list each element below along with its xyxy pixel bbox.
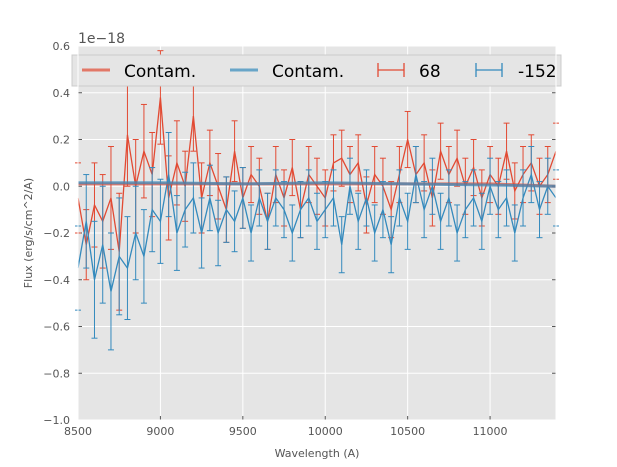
y-tick-label: −1.0 xyxy=(43,414,70,427)
legend-label-68: 68 xyxy=(419,62,441,82)
x-tick-label: 10000 xyxy=(308,425,343,438)
legend-label-minus-152: -152 xyxy=(518,62,557,82)
y-tick-label: −0.6 xyxy=(43,321,70,334)
x-tick-label: 9500 xyxy=(229,425,257,438)
y-tick-label: 0.6 xyxy=(53,40,71,53)
series-line xyxy=(77,172,557,292)
legend-label-contam-blue: Contam. xyxy=(272,62,344,82)
y-tick-label: 0.2 xyxy=(53,134,71,147)
contam-line xyxy=(78,181,557,188)
y-tick-label: 0.0 xyxy=(53,180,71,193)
x-tick-label: 8500 xyxy=(64,425,92,438)
x-axis-label: Wavelength (A) xyxy=(275,447,360,460)
legend-label-contam-red: Contam. xyxy=(124,62,196,82)
series-line xyxy=(77,97,557,252)
x-axis: 8500 9000 9500 10000 10500 11000 xyxy=(64,416,508,438)
legend-swatch-68 xyxy=(377,63,405,77)
x-tick-label: 10500 xyxy=(390,425,425,438)
y-tick-label: −0.4 xyxy=(43,274,70,287)
y-axis: −1.0 −0.8 −0.6 −0.4 −0.2 0.0 0.2 0.4 0.6 xyxy=(43,40,556,427)
plot-border xyxy=(77,45,557,421)
legend: Contam. Contam. 68 -152 xyxy=(71,54,562,87)
series-1 xyxy=(78,181,557,188)
y-tick-label: 0.4 xyxy=(53,87,71,100)
y-tick-label: −0.8 xyxy=(43,367,70,380)
x-tick-label: 11000 xyxy=(473,425,508,438)
legend-swatch-minus-152 xyxy=(475,63,503,77)
x-tick-label: 9000 xyxy=(146,425,174,438)
y-axis-label: Flux (erg/s/cm^2/A) xyxy=(22,178,35,288)
y-tick-label: −0.2 xyxy=(43,227,70,240)
y-offset-label: 1e−18 xyxy=(78,31,125,47)
